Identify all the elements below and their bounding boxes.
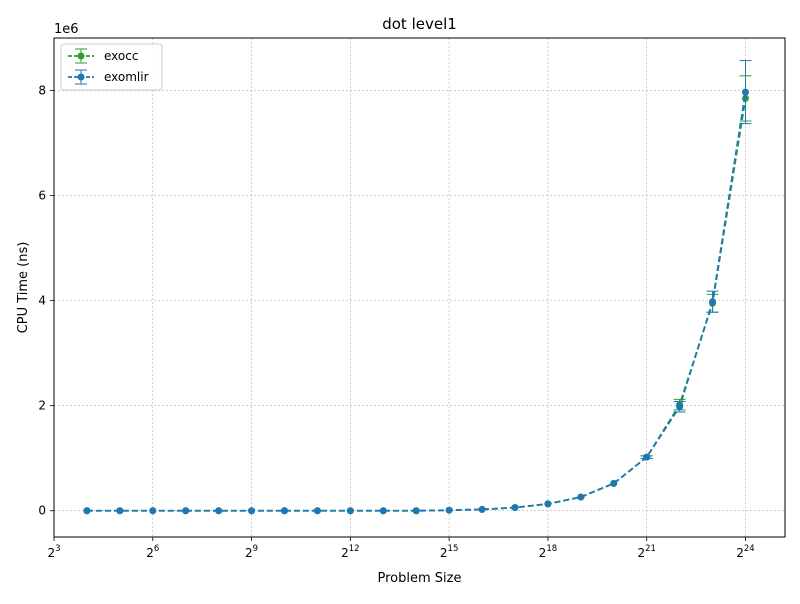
- data-point: [445, 506, 453, 514]
- data-point: [709, 298, 717, 306]
- legend-label: exocc: [104, 49, 138, 63]
- x-tick-label: 23: [47, 544, 60, 560]
- data-point: [149, 507, 157, 515]
- y-tick-label: 2: [38, 399, 46, 413]
- data-point: [280, 507, 288, 515]
- plot-frame: [53, 37, 786, 538]
- y-offset-label: 1e6: [54, 22, 79, 37]
- data-point: [346, 507, 354, 515]
- legend-marker: [77, 52, 85, 60]
- x-tick-label: 218: [539, 544, 557, 560]
- data-point: [215, 507, 223, 515]
- data-point: [610, 479, 618, 487]
- data-point: [741, 88, 749, 96]
- x-tick-label: 212: [341, 544, 359, 560]
- legend-marker: [77, 73, 85, 81]
- data-point: [248, 507, 256, 515]
- x-tick-label: 29: [245, 544, 258, 560]
- data-point: [83, 507, 91, 515]
- series-exocc: [83, 75, 752, 515]
- y-axis-label: CPU Time (ns): [16, 242, 31, 334]
- y-tick-label: 4: [38, 294, 46, 308]
- series-exomlir: [83, 60, 752, 515]
- x-tick-label: 224: [736, 544, 754, 560]
- series-line: [86, 98, 747, 512]
- data-point: [478, 505, 486, 513]
- data-point: [313, 507, 321, 515]
- chart-title: dot level1: [382, 15, 457, 33]
- x-tick-label: 215: [440, 544, 458, 560]
- y-tick-label: 8: [38, 84, 46, 98]
- legend-entry-exomlir: exomlir: [68, 69, 149, 85]
- data-point: [643, 453, 651, 461]
- y-tick-label: 0: [38, 504, 46, 518]
- grid: [53, 38, 785, 537]
- legend: exocc exomlir: [60, 43, 163, 91]
- data-point: [182, 507, 190, 515]
- series-layer: [83, 60, 752, 515]
- axes: 23 26 29 212 215 218 221 224 0 2 4 6 8: [38, 84, 754, 560]
- x-tick-label: 221: [637, 544, 655, 560]
- legend-entry-exocc: exocc: [68, 48, 138, 64]
- data-point: [544, 500, 552, 508]
- data-point: [379, 507, 387, 515]
- data-point: [676, 403, 684, 411]
- data-point: [412, 507, 420, 515]
- data-point: [511, 504, 519, 512]
- data-point: [577, 493, 585, 501]
- legend-label: exomlir: [104, 70, 149, 84]
- x-axis-label: Problem Size: [378, 571, 462, 586]
- y-tick-label: 6: [38, 189, 46, 203]
- data-point: [116, 507, 124, 515]
- x-tick-label: 26: [146, 544, 159, 560]
